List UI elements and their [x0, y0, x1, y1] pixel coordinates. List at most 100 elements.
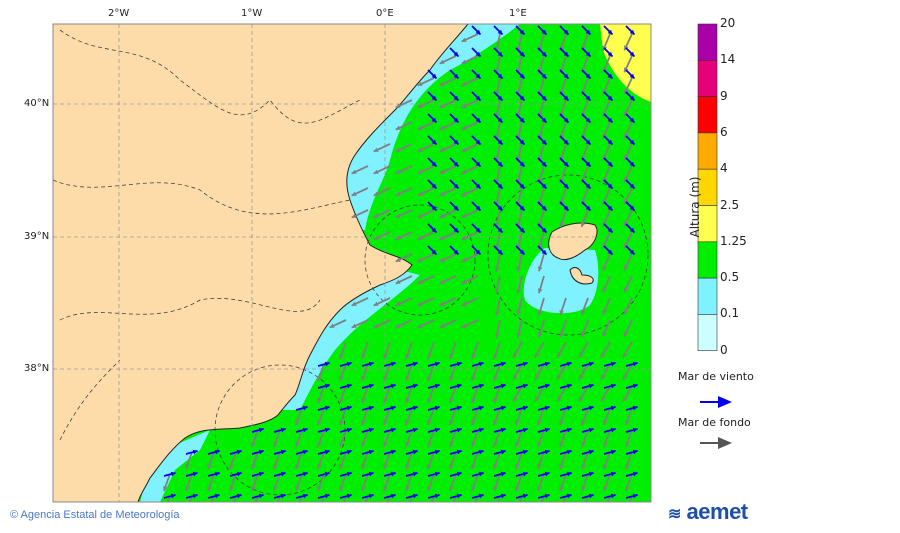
wind-sea-arrow: [537, 223, 548, 234]
wind-sea-arrow: [515, 471, 528, 477]
wind-sea-arrow: [493, 493, 506, 499]
wind-sea-arrow: [581, 201, 592, 212]
swell-arrow: [439, 297, 457, 307]
swell-arrow: [492, 385, 501, 404]
swell-arrow: [426, 363, 435, 382]
wind-sea-arrow: [405, 361, 418, 367]
graticule: [53, 24, 651, 502]
wind-sea-arrow: [493, 223, 504, 234]
swell-arrow: [404, 363, 413, 382]
wind-sea-arrow: [471, 25, 482, 36]
wind-sea-arrow: [493, 405, 506, 411]
wind-sea-arrow: [603, 427, 616, 433]
wind-sea-arrow: [229, 493, 242, 499]
wind-sea-arrow: [625, 135, 636, 146]
swell-arrow: [404, 429, 413, 448]
swell-arrow: [602, 319, 611, 337]
wind-sea-arrow: [471, 361, 484, 367]
swell-arrow: [558, 473, 567, 492]
wind-sea-arrow: [559, 69, 570, 80]
wind-sea-arrow: [383, 427, 396, 433]
wind-sea-arrow: [515, 113, 526, 124]
wind-sea-arrow: [449, 427, 462, 433]
wind-sea-arrow: [471, 91, 482, 102]
wind-sea-arrow: [207, 493, 220, 499]
wind-sea-arrow: [383, 471, 396, 477]
swell-arrow: [492, 451, 501, 470]
swell-arrow: [470, 429, 479, 448]
colorbar-segment: [697, 96, 718, 134]
wind-sea-arrow: [449, 47, 460, 58]
swell-arrow: [516, 319, 523, 338]
wind-sea-arrow: [449, 113, 460, 124]
swell-arrow: [600, 385, 611, 403]
swell-arrow: [386, 495, 391, 502]
colorbar-tick-label: 0.5: [720, 270, 740, 285]
wind-sea-arrow: [515, 69, 526, 80]
swell-arrow: [624, 407, 633, 426]
swell-arrow: [351, 209, 369, 219]
swell-arrow: [360, 341, 369, 360]
swell-arrow: [373, 187, 391, 197]
wind-sea-arrow: [581, 135, 592, 146]
swell-arrow: [534, 363, 545, 381]
swell-arrow: [559, 209, 567, 228]
wind-sea-arrow: [339, 405, 352, 411]
swell-arrow: [206, 451, 215, 470]
swell-arrow: [373, 231, 391, 241]
wind-sea-arrow: [515, 449, 528, 455]
swell-arrow: [580, 319, 589, 338]
swell-arrow: [338, 341, 347, 360]
wind-sea-arrow: [317, 427, 330, 433]
swell-arrow: [580, 429, 589, 448]
wind-sea-arrow: [537, 157, 548, 168]
swell-arrow: [395, 297, 413, 307]
wind-sea-arrow: [537, 471, 550, 477]
wind-sea-arrow: [427, 91, 438, 102]
swell-arrow: [254, 495, 259, 502]
wind-sea-arrow: [625, 405, 638, 411]
wind-sea-arrow: [427, 405, 440, 411]
wind-sea-arrow: [339, 493, 352, 499]
wind-sea-arrow: [603, 69, 614, 80]
wind-sea-arrow: [185, 449, 198, 455]
swell-arrow: [461, 55, 479, 65]
coastal-shallow-zone-south: [280, 270, 420, 410]
wind-sea-arrow: [295, 427, 308, 433]
wind-sea-arrow: [251, 493, 264, 499]
swell-arrow: [461, 231, 479, 241]
swell-arrow: [417, 121, 435, 131]
island-shallow-zone: [523, 248, 599, 314]
swell-arrow: [534, 341, 545, 359]
swell-arrow: [624, 429, 633, 448]
swell-arrow: [395, 319, 413, 329]
swell-arrow: [232, 495, 237, 502]
wind-sea-arrow: [317, 449, 330, 455]
wind-sea-arrow: [537, 135, 548, 146]
wind-sea-arrow: [493, 69, 504, 80]
wind-sea-arrow: [405, 405, 418, 411]
swell-arrow: [373, 209, 391, 219]
swell-arrow: [492, 363, 501, 382]
wind-sea-arrow: [317, 493, 330, 499]
wind-sea-arrow: [361, 471, 374, 477]
swell-arrow: [395, 275, 413, 285]
swell-arrow: [516, 253, 523, 272]
wind-sea-arrow: [493, 25, 504, 36]
wind-sea-arrow: [603, 157, 614, 168]
swell-arrow: [408, 495, 413, 502]
swell-arrow: [600, 341, 611, 359]
swell-arrow: [470, 407, 479, 426]
swell-arrow: [494, 275, 501, 294]
swell-arrow: [623, 253, 633, 271]
wind-sea-arrow: [449, 245, 460, 256]
swell-arrow: [606, 495, 611, 502]
swell-arrow: [470, 473, 479, 492]
swell-arrow: [624, 473, 633, 492]
swell-arrow: [426, 451, 435, 470]
swell-arrow: [622, 385, 633, 403]
wind-sea-arrow: [295, 449, 308, 455]
wind-sea-arrow: [559, 179, 570, 190]
swell-arrow: [439, 143, 457, 153]
wind-sea-arrow: [603, 91, 614, 102]
